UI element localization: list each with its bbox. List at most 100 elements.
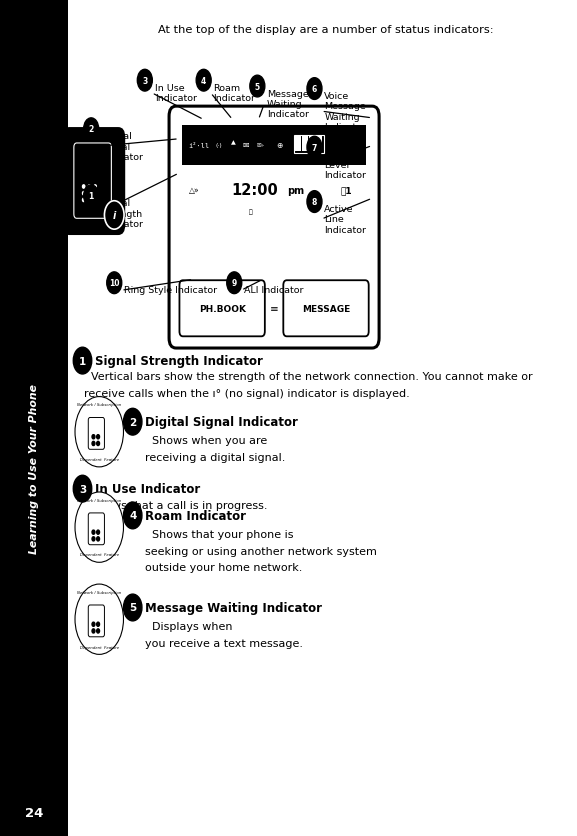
Text: Message
Waiting
Indicator: Message Waiting Indicator <box>267 89 309 120</box>
Circle shape <box>250 76 265 98</box>
Text: 8: 8 <box>312 198 317 206</box>
Text: PH.BOOK: PH.BOOK <box>198 304 246 314</box>
Text: Displays when: Displays when <box>145 621 233 631</box>
Text: Voice
Message
Waiting
Indicator: Voice Message Waiting Indicator <box>324 92 366 132</box>
Text: 7: 7 <box>312 144 317 152</box>
Text: Message Waiting Indicator: Message Waiting Indicator <box>145 601 323 614</box>
Text: Active
Line
Indicator: Active Line Indicator <box>324 205 366 235</box>
Text: 24: 24 <box>25 806 43 819</box>
Text: i: i <box>113 211 116 221</box>
Text: you receive a text message.: you receive a text message. <box>145 638 304 648</box>
Circle shape <box>83 186 85 189</box>
Text: Shows when you are: Shows when you are <box>145 436 268 446</box>
Circle shape <box>88 186 91 189</box>
Text: Dependent  Feature: Dependent Feature <box>80 457 119 461</box>
Text: 6: 6 <box>312 85 317 94</box>
Text: Roam Indicator: Roam Indicator <box>145 509 246 522</box>
Text: 12:00: 12:00 <box>231 183 278 198</box>
Circle shape <box>137 70 152 92</box>
Text: ▲: ▲ <box>231 140 235 145</box>
Text: Vertical bars show the strength of the network connection. You cannot make or: Vertical bars show the strength of the n… <box>84 372 533 382</box>
Circle shape <box>92 531 95 535</box>
Text: 5: 5 <box>255 83 260 91</box>
Circle shape <box>75 584 123 655</box>
Text: Network / Subscription: Network / Subscription <box>77 498 121 502</box>
Circle shape <box>73 348 92 375</box>
Circle shape <box>84 186 99 207</box>
Bar <box>302 137 308 152</box>
Circle shape <box>107 273 122 294</box>
Circle shape <box>88 199 91 202</box>
Circle shape <box>88 192 91 196</box>
Text: seeking or using another network system: seeking or using another network system <box>145 546 377 556</box>
Circle shape <box>96 441 99 446</box>
Text: ⬜: ⬜ <box>249 209 252 214</box>
Text: 2: 2 <box>88 125 94 134</box>
Circle shape <box>104 201 124 230</box>
Circle shape <box>75 492 123 563</box>
Circle shape <box>92 538 95 542</box>
Text: 5: 5 <box>129 603 136 613</box>
Text: Signal Strength Indicator: Signal Strength Indicator <box>95 354 263 368</box>
Circle shape <box>94 192 96 196</box>
Circle shape <box>92 622 95 627</box>
Text: Digital Signal Indicator: Digital Signal Indicator <box>145 415 298 429</box>
Circle shape <box>92 436 95 440</box>
Circle shape <box>307 79 322 100</box>
Circle shape <box>83 192 85 196</box>
Circle shape <box>96 538 99 542</box>
Circle shape <box>92 441 95 446</box>
Circle shape <box>96 629 99 634</box>
Circle shape <box>227 273 242 294</box>
Text: 1: 1 <box>88 192 94 201</box>
Text: Battery
Level
Indicator: Battery Level Indicator <box>324 150 366 181</box>
Text: 4: 4 <box>201 77 207 85</box>
Text: 10: 10 <box>109 279 119 288</box>
Bar <box>0 0 68 836</box>
Text: Ⓐ1: Ⓐ1 <box>340 186 352 195</box>
Text: i²·ll: i²·ll <box>189 142 210 149</box>
Text: ⊕: ⊕ <box>276 141 283 150</box>
Text: 3: 3 <box>79 484 86 494</box>
Circle shape <box>104 201 124 230</box>
Circle shape <box>96 436 99 440</box>
Bar <box>295 137 301 152</box>
Text: ✉: ✉ <box>242 141 249 150</box>
Text: pm: pm <box>287 186 304 196</box>
Text: 2: 2 <box>129 417 136 427</box>
Circle shape <box>123 594 142 621</box>
Circle shape <box>73 476 92 502</box>
Text: In Use Indicator: In Use Indicator <box>95 482 200 496</box>
Circle shape <box>92 629 95 634</box>
Text: Network / Subscription: Network / Subscription <box>77 590 121 594</box>
Circle shape <box>307 191 322 213</box>
Text: Ring Style Indicator: Ring Style Indicator <box>124 286 217 295</box>
Text: Learning to Use Your Phone: Learning to Use Your Phone <box>29 383 39 553</box>
Text: Shows that a call is in progress.: Shows that a call is in progress. <box>84 500 267 510</box>
Text: Shows that your phone is: Shows that your phone is <box>145 529 294 539</box>
Text: 3: 3 <box>142 77 148 85</box>
Circle shape <box>94 199 96 202</box>
Text: In Use
Indicator: In Use Indicator <box>155 84 197 103</box>
Text: Network / Subscription: Network / Subscription <box>77 403 121 407</box>
Text: ✉»: ✉» <box>257 143 265 148</box>
Text: △»: △» <box>189 186 199 195</box>
Text: Signal
Strength
Indicator: Signal Strength Indicator <box>101 199 143 229</box>
Text: Roam
Indicator: Roam Indicator <box>213 84 256 103</box>
Text: ≡: ≡ <box>269 304 279 314</box>
Text: 9: 9 <box>231 279 237 288</box>
Circle shape <box>83 199 85 202</box>
FancyBboxPatch shape <box>179 281 265 337</box>
Circle shape <box>75 397 123 467</box>
Text: Digital
Signal
Indicator: Digital Signal Indicator <box>101 132 143 162</box>
Bar <box>294 135 324 154</box>
Text: 4: 4 <box>129 511 136 521</box>
Text: (·): (·) <box>215 143 222 148</box>
Text: receiving a digital signal.: receiving a digital signal. <box>145 452 286 462</box>
Text: 1: 1 <box>79 356 86 366</box>
Circle shape <box>307 137 322 159</box>
Bar <box>316 137 322 152</box>
Circle shape <box>96 622 99 627</box>
FancyBboxPatch shape <box>283 281 369 337</box>
Circle shape <box>123 409 142 436</box>
